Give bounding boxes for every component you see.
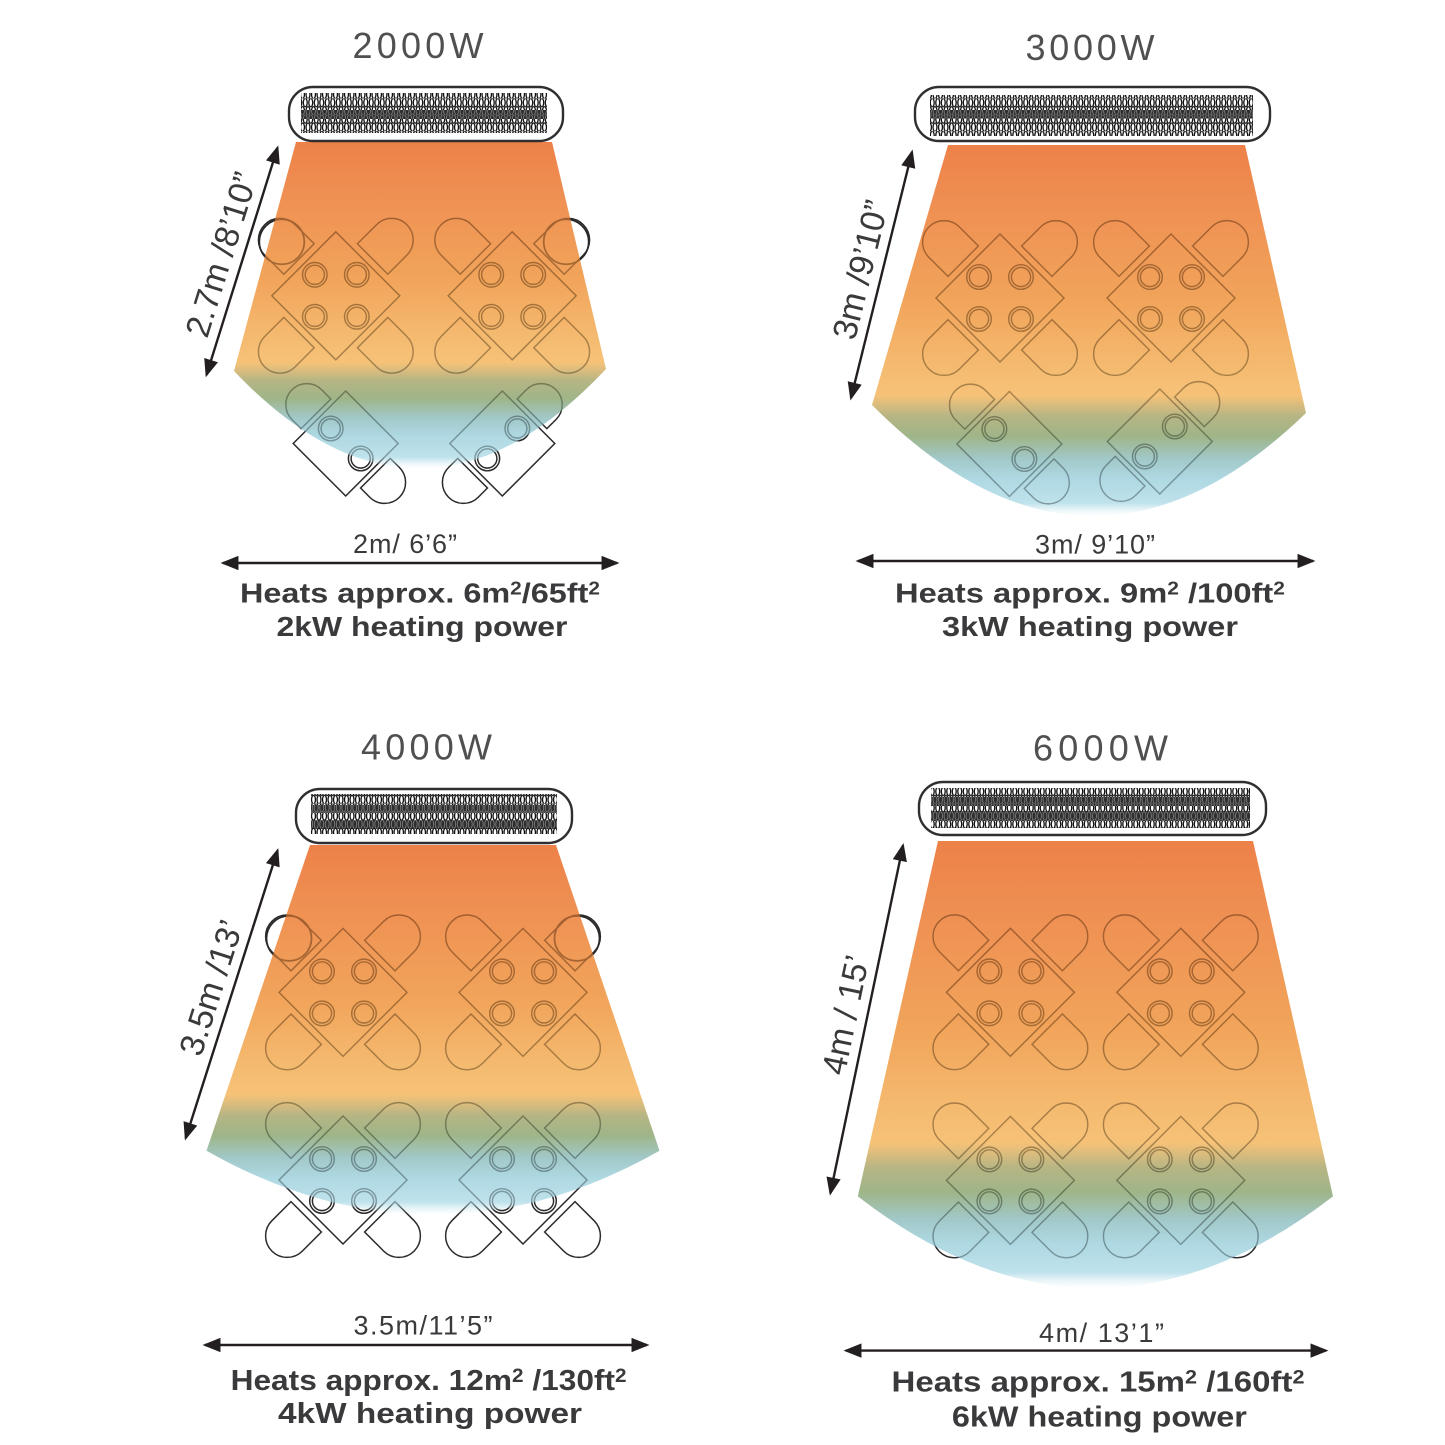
- svg-text:3m/ 9’10”: 3m/ 9’10”: [1035, 530, 1155, 560]
- svg-text:2kW heating power: 2kW heating power: [277, 611, 568, 642]
- svg-text:2000W: 2000W: [353, 25, 484, 66]
- svg-text:3kW heating power: 3kW heating power: [942, 611, 1238, 642]
- svg-text:2m/ 6’6”: 2m/ 6’6”: [353, 529, 457, 559]
- svg-text:3000W: 3000W: [1026, 27, 1155, 68]
- svg-text:3.5m/11’5”: 3.5m/11’5”: [354, 1311, 493, 1341]
- svg-text:6kW heating power: 6kW heating power: [952, 1402, 1247, 1434]
- svg-text:4m/ 13’1”: 4m/ 13’1”: [1039, 1318, 1164, 1348]
- svg-text:4kW heating power: 4kW heating power: [278, 1398, 582, 1430]
- svg-text:4000W: 4000W: [361, 727, 492, 768]
